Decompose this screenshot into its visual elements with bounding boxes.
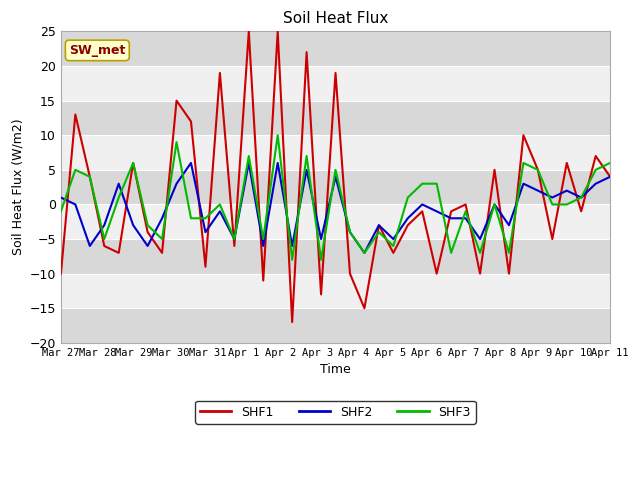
Bar — [61, 204, 610, 239]
Bar — [61, 239, 610, 274]
Y-axis label: Soil Heat Flux (W/m2): Soil Heat Flux (W/m2) — [11, 119, 24, 255]
Bar — [61, 135, 610, 170]
Bar — [61, 274, 610, 308]
Text: SW_met: SW_met — [69, 44, 125, 57]
Legend: SHF1, SHF2, SHF3: SHF1, SHF2, SHF3 — [195, 401, 476, 424]
Bar — [61, 32, 610, 66]
Bar — [61, 101, 610, 135]
Title: Soil Heat Flux: Soil Heat Flux — [283, 11, 388, 26]
Bar — [61, 308, 610, 343]
X-axis label: Time: Time — [320, 363, 351, 376]
Bar — [61, 170, 610, 204]
Bar — [61, 66, 610, 101]
